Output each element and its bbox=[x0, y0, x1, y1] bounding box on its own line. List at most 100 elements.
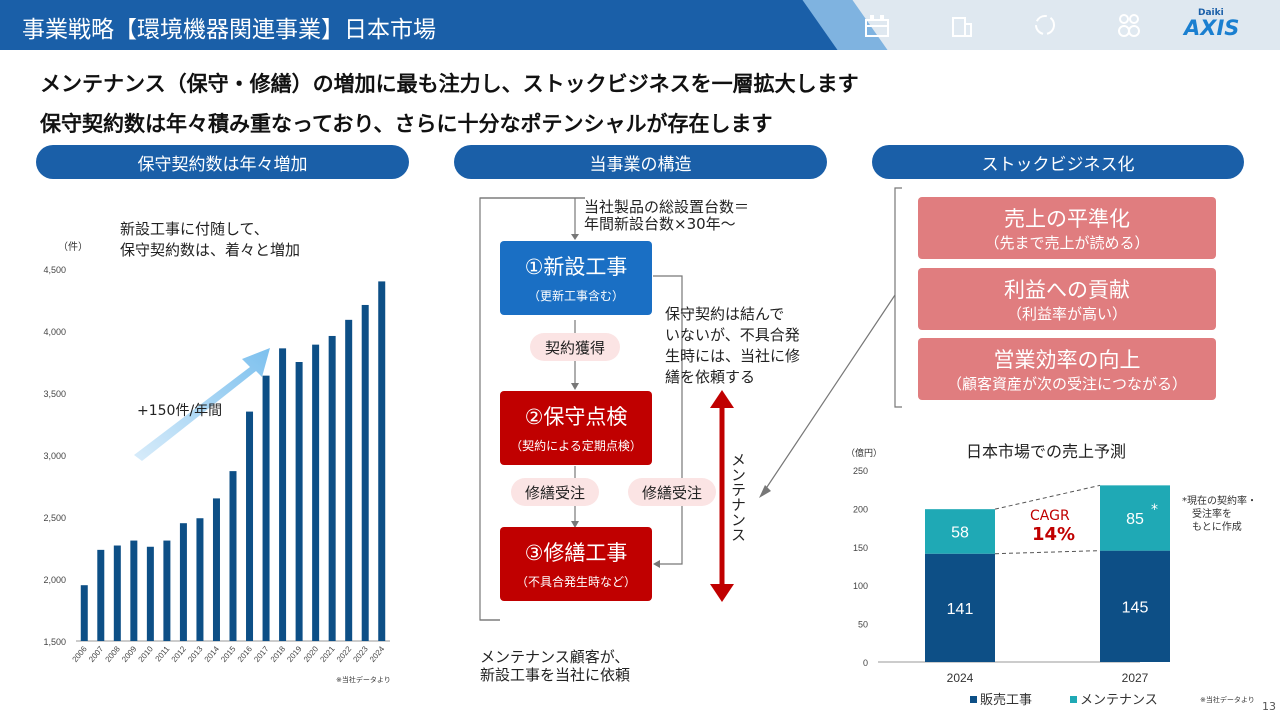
box3-main: ③修繕工事 bbox=[524, 541, 628, 565]
y-tick-label: 150 bbox=[853, 543, 868, 553]
box1-sub: （更新工事含む） bbox=[527, 289, 624, 303]
maintenance-vertical-label: メンテナンス bbox=[729, 452, 747, 542]
logo-top-text: Daiki bbox=[1198, 8, 1224, 18]
connector-line bbox=[994, 484, 1101, 510]
right-source: ※当社データより bbox=[1200, 696, 1255, 704]
y-tick-label: 50 bbox=[858, 620, 868, 630]
bar bbox=[279, 348, 287, 641]
maintenance-inspection-box: ②保守点検 （契約による定期点検） bbox=[500, 391, 652, 465]
forecast-unit: （億円） bbox=[846, 449, 883, 459]
x-tick-label: 2006 bbox=[70, 644, 89, 664]
y-tick-label: 200 bbox=[853, 504, 868, 514]
x-tick-label: 2015 bbox=[219, 644, 238, 664]
forecast-footnote: *現在の契約率・ 受注率を もとに作成 bbox=[1182, 495, 1257, 534]
bar bbox=[246, 411, 254, 641]
side-note-line: 生時には、当社に修 bbox=[665, 347, 801, 365]
y-tick-label: 4,500 bbox=[43, 265, 66, 275]
factory-icon bbox=[865, 15, 889, 37]
bar bbox=[80, 585, 88, 641]
stacked-bar-segment bbox=[925, 553, 995, 662]
x-tick-label: 2022 bbox=[335, 644, 354, 664]
bar bbox=[163, 540, 171, 641]
bar bbox=[113, 545, 121, 641]
data-label: 141 bbox=[947, 601, 974, 618]
legend-swatch bbox=[970, 696, 977, 703]
y-tick-label: 250 bbox=[853, 466, 868, 476]
bar bbox=[212, 498, 220, 641]
y-tick-label: 3,500 bbox=[43, 389, 66, 399]
x-tick-label: 2023 bbox=[351, 644, 370, 664]
x-tick-label: 2008 bbox=[104, 644, 123, 664]
side-note-line: 保守契約は結んで bbox=[665, 305, 785, 323]
footnote-line: *現在の契約率・ bbox=[1182, 496, 1257, 507]
cycle-icon bbox=[1035, 15, 1055, 35]
x-tick-label: 2016 bbox=[236, 644, 255, 664]
legend-label: 販売工事 bbox=[980, 692, 1032, 707]
x-tick-label: 2024 bbox=[947, 671, 974, 685]
data-label: 58 bbox=[951, 524, 969, 541]
new-construction-box: ①新設工事 （更新工事含む） bbox=[500, 241, 652, 315]
x-tick-label: 2013 bbox=[186, 644, 205, 664]
bar bbox=[146, 546, 154, 641]
bottom-note-line2: 新設工事を当社に依頼 bbox=[480, 666, 631, 684]
benefit-card: 売上の平準化 （先まで売上が読める） bbox=[918, 197, 1216, 259]
headline-2: 保守契約数は年々積み重なっており、さらに十分なポテンシャルが存在します bbox=[40, 112, 773, 136]
x-tick-label: 2021 bbox=[318, 644, 337, 664]
stacked-bar-segment bbox=[925, 509, 995, 554]
header-bar: 事業戦略【環境機器関連事業】日本市場 Daiki AXIS bbox=[0, 0, 1280, 50]
contract-tag: 契約獲得 bbox=[530, 333, 620, 361]
legend-swatch bbox=[1070, 696, 1077, 703]
bar bbox=[179, 523, 187, 641]
left-note-line1: 新設工事に付随して、 bbox=[120, 220, 269, 238]
top-note-line1: 当社製品の総設置台数＝ bbox=[584, 198, 750, 216]
x-tick-label: 2018 bbox=[269, 644, 288, 664]
people-icon bbox=[1118, 14, 1140, 37]
bar bbox=[361, 304, 369, 641]
section-pill-middle: 当事業の構造 bbox=[454, 145, 827, 179]
box2-main: ②保守点検 bbox=[524, 405, 628, 429]
cagr-label: CAGR bbox=[1030, 508, 1070, 524]
repair-tag-right: 修繕受注 bbox=[628, 478, 716, 506]
y-tick-label: 3,000 bbox=[43, 451, 66, 461]
y-tick-label: 0 bbox=[863, 658, 868, 668]
bar bbox=[130, 540, 138, 641]
y-tick-label: 4,000 bbox=[43, 327, 66, 337]
headline-1: メンテナンス（保守・修繕）の増加に最も注力し、ストックビジネスを一層拡大します bbox=[40, 72, 859, 96]
growth-label: +150件/年間 bbox=[137, 403, 223, 419]
x-tick-label: 2024 bbox=[368, 644, 387, 664]
side-note-line: 繕を依頼する bbox=[665, 368, 756, 386]
benefit-sub: （利益率が高い） bbox=[1006, 305, 1127, 323]
benefit-sub: （顧客資産が次の受注につながる） bbox=[946, 375, 1187, 393]
repair-work-box: ③修繕工事 （不具合発生時など） bbox=[500, 527, 652, 601]
page-number: 13 bbox=[1262, 700, 1276, 713]
double-arrow-icon bbox=[710, 390, 734, 602]
stacked-bar-segment bbox=[1100, 550, 1170, 662]
bar bbox=[97, 549, 105, 641]
y-tick-label: 1,500 bbox=[43, 637, 66, 647]
y-tick-label: 2,500 bbox=[43, 513, 66, 523]
legend-label: メンテナンス bbox=[1080, 692, 1158, 707]
bar bbox=[312, 344, 320, 641]
side-note-line: いないが、不具合発 bbox=[665, 326, 800, 344]
y-tick-label: 2,000 bbox=[43, 575, 66, 585]
y-tick-label: 100 bbox=[853, 581, 868, 591]
benefit-main: 営業効率の向上 bbox=[993, 348, 1141, 372]
bracket-and-pointer bbox=[759, 187, 902, 498]
x-tick-label: 2010 bbox=[137, 644, 156, 664]
contract-count-chart: 1,500 2,000 2,500 3,000 3,500 4,000 4,500 2006 2… bbox=[43, 265, 390, 664]
box3-sub: （不具合発生時など） bbox=[515, 575, 636, 589]
x-tick-label: 2014 bbox=[203, 644, 222, 664]
benefit-sub: （先まで売上が読める） bbox=[984, 234, 1150, 252]
footnote-line: 受注率を bbox=[1192, 509, 1232, 520]
page-title: 事業戦略【環境機器関連事業】日本市場 bbox=[22, 17, 436, 43]
data-label: 145 bbox=[1122, 599, 1149, 616]
x-tick-label: 2019 bbox=[285, 644, 304, 664]
forecast-asterisk: * bbox=[1151, 502, 1158, 518]
left-chart-unit: （件） bbox=[58, 242, 88, 253]
sales-forecast-chart: 0 50 100 150 200 250 141 58 2024 145 85 2027 販売工事 メンテ… bbox=[853, 466, 1170, 707]
benefit-card: 営業効率の向上 （顧客資産が次の受注につながる） bbox=[918, 338, 1216, 400]
x-tick-label: 2012 bbox=[170, 644, 189, 664]
section-pill-left: 保守契約数は年々増加 bbox=[36, 145, 409, 179]
x-tick-label: 2009 bbox=[120, 644, 139, 664]
bar bbox=[229, 471, 237, 641]
